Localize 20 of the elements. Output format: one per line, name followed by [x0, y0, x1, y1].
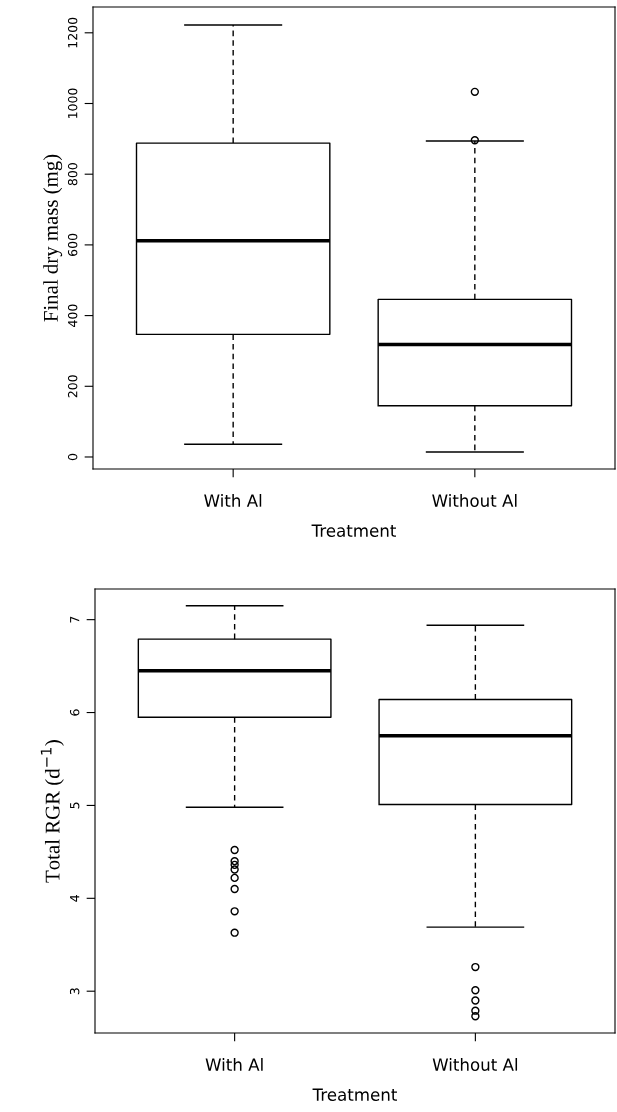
y-tick-label: 0: [67, 453, 78, 461]
x-tick-label: With Al: [205, 1058, 263, 1071]
y-tick-label: 1000: [67, 88, 78, 119]
y-axis-title: Total RGR (d$^{−1}$): [40, 740, 64, 883]
y-tick-label: 200: [67, 375, 78, 398]
y-tick-label: 800: [67, 163, 78, 186]
x-axis-title: Treatment: [312, 1088, 397, 1101]
y-tick-label: 6: [69, 709, 80, 716]
y-tick-label: 7: [70, 616, 80, 623]
x-tick-label: Without Al: [432, 494, 517, 507]
y-axis-title: Final dry mass (mg): [43, 154, 63, 322]
y-tick-label: 5: [70, 802, 80, 809]
x-axis-title: Treatment: [311, 524, 396, 537]
y-tick-label: 3: [69, 988, 80, 995]
y-tick-label: 600: [67, 233, 78, 256]
x-tick-label: Without Al: [432, 1058, 518, 1071]
y-tick-label: 400: [67, 304, 78, 327]
y-tick-label: 1200: [67, 17, 78, 48]
x-tick-label: With Al: [204, 494, 262, 507]
y-tick-label: 4: [70, 895, 80, 902]
